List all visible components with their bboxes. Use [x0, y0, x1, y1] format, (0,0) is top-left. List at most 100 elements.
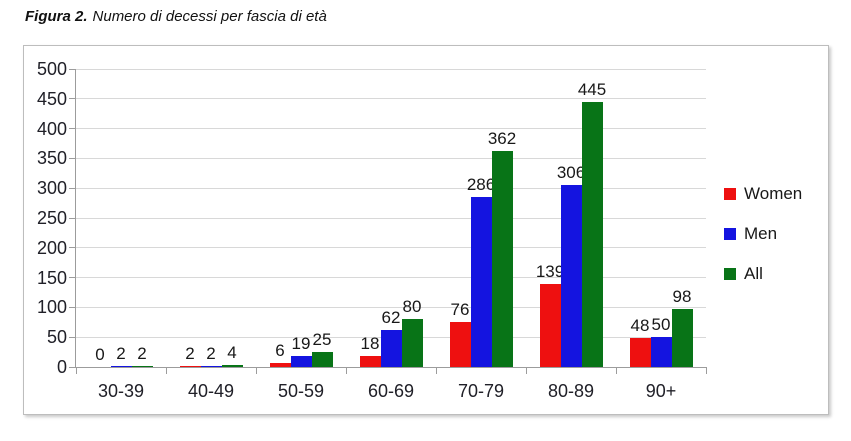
figure-caption-label: Figura 2.	[25, 8, 88, 25]
bar-women-90+	[629, 338, 651, 367]
bar-women-40-49	[179, 365, 201, 367]
x-category-label: 60-69	[367, 381, 415, 401]
legend-swatch-men	[724, 228, 736, 240]
data-label-men-40-49: 2	[206, 343, 216, 363]
x-category-label: 50-59	[277, 381, 325, 401]
data-label-all-40-49: 4	[227, 342, 237, 362]
y-tick-label: 300	[36, 178, 67, 199]
gridline	[76, 277, 706, 279]
gridline	[76, 98, 706, 100]
y-tick	[69, 98, 76, 100]
x-category-label: 70-79	[457, 381, 505, 401]
y-tick-label: 250	[36, 208, 67, 228]
plot-area: 0 2 2 2 2 4 6 19 25 18 62 80 76 286 362 139 306 445 48 50 98	[69, 68, 707, 374]
legend-swatch-women	[724, 188, 736, 200]
x-category-label: 40-49	[187, 381, 235, 401]
bar-men-70-79	[470, 196, 492, 367]
data-label-all-50-59: 25	[312, 330, 332, 350]
legend: Women Men All	[724, 184, 802, 284]
y-tick-label: 100	[36, 297, 67, 318]
bar-all-80-89	[581, 101, 603, 367]
y-axis-line	[75, 69, 76, 368]
bar-men-80-89	[560, 184, 582, 367]
bar-group-50-59: 6 19 25	[256, 69, 346, 367]
y-tick-label: 50	[46, 327, 67, 348]
x-tick	[616, 367, 617, 374]
legend-label-women: Women	[744, 184, 803, 203]
x-tick	[166, 367, 167, 374]
legend-label-all: All	[744, 264, 763, 283]
bar-women-50-59	[269, 363, 291, 367]
y-tick-label: 500	[36, 59, 67, 79]
data-label-women-40-49: 2	[185, 343, 195, 363]
y-tick-label: 400	[36, 118, 67, 139]
x-tick	[76, 367, 77, 374]
y-tick	[69, 157, 76, 159]
bar-men-60-69	[380, 330, 402, 367]
y-tick	[69, 277, 76, 279]
legend-item-men: Men	[724, 224, 802, 244]
x-tick	[526, 367, 527, 374]
data-label-men-80-89: 306	[556, 162, 586, 182]
data-label-all-60-69: 80	[402, 297, 422, 317]
x-category-label: 80-89	[547, 381, 595, 401]
x-category-label: 90+	[645, 381, 677, 401]
bar-men-90+	[650, 337, 672, 367]
y-tick	[69, 217, 76, 219]
gridline	[76, 306, 706, 308]
y-tick-label: 150	[36, 267, 67, 288]
bar-group-60-69: 18 62 80	[346, 69, 436, 367]
data-label-women-50-59: 6	[275, 341, 285, 361]
data-label-women-70-79: 76	[450, 299, 470, 319]
y-tick-label: 200	[36, 237, 67, 258]
data-label-all-30-39: 2	[137, 343, 147, 363]
bar-women-70-79	[449, 321, 471, 367]
y-tick	[69, 366, 76, 368]
y-tick	[69, 128, 76, 130]
legend-swatch-all	[724, 268, 736, 280]
gridline	[76, 68, 706, 70]
y-tick	[69, 187, 76, 189]
x-category-label: 30-39	[97, 381, 145, 401]
bar-women-60-69	[359, 356, 381, 367]
bar-group-90+: 48 50 98	[616, 69, 706, 367]
data-label-all-70-79: 362	[487, 129, 517, 149]
data-label-men-90+: 50	[651, 315, 671, 335]
legend-item-women: Women	[724, 184, 802, 204]
x-tick	[346, 367, 347, 374]
data-label-men-70-79: 286	[466, 174, 496, 194]
bar-all-30-39	[131, 365, 153, 367]
y-tick	[69, 247, 76, 249]
bar-all-50-59	[311, 352, 333, 367]
x-tick	[256, 367, 257, 374]
legend-item-all: All	[724, 264, 802, 284]
bar-all-60-69	[401, 319, 423, 367]
y-tick-label: 350	[36, 148, 67, 169]
x-tick	[706, 367, 707, 374]
bar-group-70-79: 76 286 362	[436, 69, 526, 367]
bar-all-90+	[671, 308, 693, 367]
bar-men-40-49	[200, 365, 222, 367]
data-label-men-30-39: 2	[116, 343, 126, 363]
y-tick	[69, 68, 76, 70]
bar-all-40-49	[221, 364, 243, 367]
gridline	[76, 128, 706, 130]
gridline	[76, 247, 706, 249]
y-tick-label: 0	[56, 357, 67, 377]
bar-group-80-89: 139 306 445	[526, 69, 616, 367]
data-label-all-90+: 98	[672, 286, 692, 306]
data-label-women-30-39: 0	[95, 345, 105, 364]
gridline	[76, 187, 706, 189]
data-label-men-50-59: 19	[291, 333, 311, 353]
bar-all-70-79	[491, 151, 513, 367]
y-tick	[69, 306, 76, 308]
bar-women-80-89	[539, 284, 561, 367]
data-label-women-80-89: 139	[535, 262, 565, 282]
y-tick	[69, 336, 76, 338]
figure-caption-text: Numero di decessi per fascia di età	[92, 8, 327, 25]
data-label-women-90+: 48	[630, 316, 650, 336]
y-tick-label: 450	[36, 88, 67, 109]
